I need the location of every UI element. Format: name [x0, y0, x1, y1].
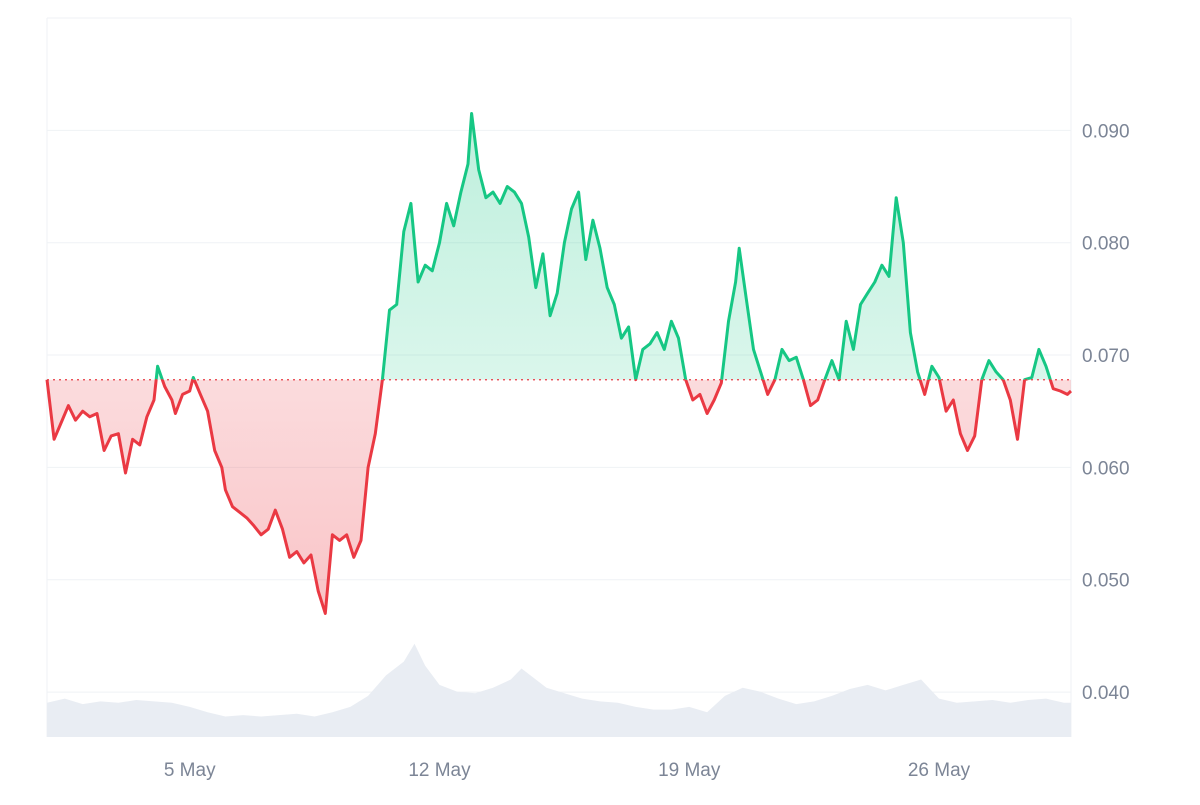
volume-area	[47, 643, 1071, 737]
x-tick-label: 19 May	[658, 760, 721, 781]
price-line-down	[45, 379, 1073, 615]
price-area-down	[47, 379, 1071, 614]
price-area-up	[47, 113, 1051, 380]
y-tick-label: 0.050	[1082, 571, 1130, 592]
y-tick-label: 0.090	[1082, 121, 1130, 142]
grid-lines	[46, 17, 1072, 737]
x-tick-label: 26 May	[908, 760, 971, 781]
x-tick-label: 12 May	[408, 760, 471, 781]
y-tick-label: 0.070	[1082, 346, 1130, 367]
y-axis: 0.040 0.050 0.060 0.070 0.080 0.090	[1082, 121, 1130, 704]
x-axis: 5 May 12 May 19 May 26 May	[164, 760, 971, 781]
price-line-up	[46, 112, 1052, 380]
x-tick-label: 5 May	[164, 760, 216, 781]
y-tick-label: 0.080	[1082, 234, 1130, 255]
price-line-layer	[45, 112, 1073, 615]
price-area-layer	[47, 113, 1071, 614]
y-tick-label: 0.060	[1082, 458, 1130, 479]
y-tick-label: 0.040	[1082, 683, 1130, 704]
volume-area-layer	[47, 643, 1071, 737]
